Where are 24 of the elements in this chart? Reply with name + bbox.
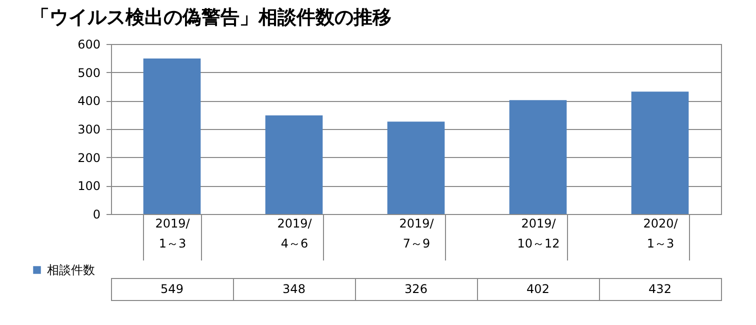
data-label: 326 — [404, 282, 428, 296]
data-label: 348 — [282, 282, 306, 296]
x-tick-label: 2019/ 4～6 — [277, 216, 313, 250]
bar — [143, 58, 201, 214]
y-tick-label: 300 — [78, 122, 100, 136]
bar — [387, 122, 445, 214]
x-tick-label: 2019/ 1～3 — [155, 216, 191, 250]
y-tick-label: 500 — [78, 66, 100, 80]
x-tick-label: 2019/ 10～12 — [517, 216, 560, 250]
data-label: 432 — [648, 282, 672, 296]
y-tick-label: 400 — [78, 94, 100, 108]
bar — [509, 100, 567, 214]
bar — [631, 92, 689, 214]
data-label: 549 — [160, 282, 184, 296]
x-tick-label: 2019/ 7～9 — [399, 216, 435, 250]
y-tick-label: 200 — [78, 150, 100, 165]
y-tick-label: 100 — [78, 179, 100, 194]
bar — [265, 115, 323, 214]
x-tick-label: 2020/ 1～3 — [643, 216, 679, 250]
y-tick-label: 600 — [78, 38, 100, 52]
y-tick-label: 0 — [92, 208, 100, 222]
data-label: 402 — [526, 282, 550, 296]
legend-label: 相談件数 — [47, 263, 95, 277]
chart-title: 「ウイルス検出の偽警告」相談件数の推移 — [30, 6, 392, 28]
